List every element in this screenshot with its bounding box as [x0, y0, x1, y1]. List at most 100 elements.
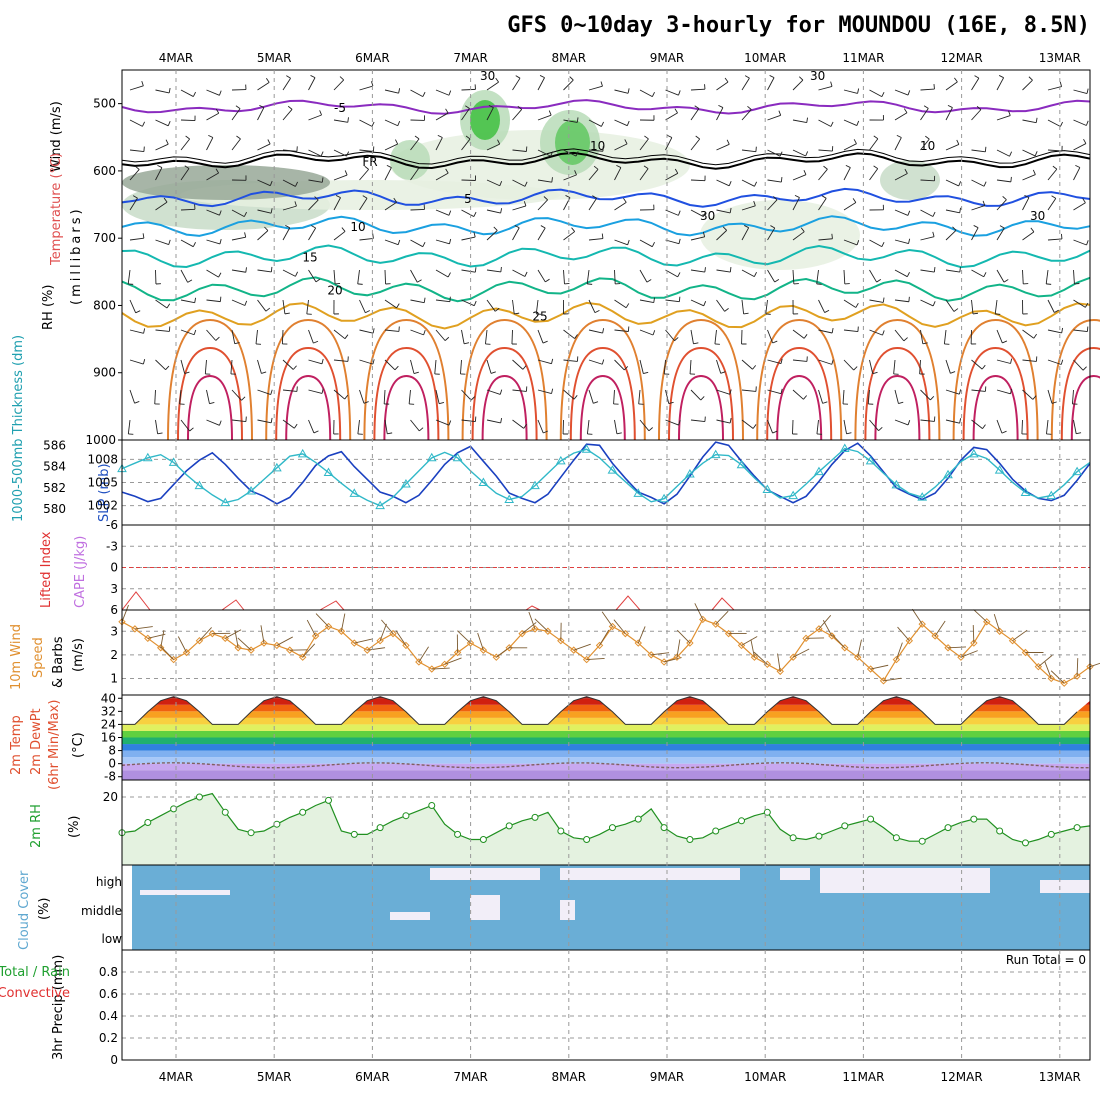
lifted-index-label: Lifted Index — [39, 531, 54, 608]
cape-label: CAPE (J/kg) — [73, 536, 88, 608]
wind-barb — [384, 359, 396, 371]
wind-barb-flag — [270, 266, 273, 272]
wind-barb — [257, 81, 270, 91]
wind-barb — [384, 201, 397, 211]
wind-barb — [359, 389, 365, 404]
wind10m-panel: 10m Wind Speed & Barbs (m/s) 1 2 3 — [9, 603, 1100, 690]
wind-barb — [282, 205, 297, 211]
wind-speed-marker — [905, 636, 914, 645]
slp-marker — [323, 467, 334, 476]
wind-barb — [843, 329, 858, 332]
surface-wind-barb — [418, 646, 429, 663]
wind-barb-flag — [1059, 81, 1063, 87]
wind-speed-marker — [711, 620, 720, 628]
wind-barb-flag — [543, 430, 548, 434]
wind-barb — [512, 109, 523, 121]
wind-barb — [257, 299, 267, 312]
surface-wind-barb — [895, 642, 903, 660]
wind-speed-marker — [505, 644, 513, 652]
wind-barb — [894, 389, 899, 404]
wind-barb — [512, 227, 520, 241]
wind-barb-flag — [959, 207, 962, 213]
wind-barb-flag — [448, 210, 452, 216]
wind-barb — [919, 359, 921, 375]
wind-barb-flag — [163, 197, 168, 203]
wind-barb — [818, 299, 826, 313]
slp-marker — [607, 465, 618, 474]
wind-barb — [588, 149, 603, 152]
wind-barb — [384, 167, 392, 181]
wind-speed-marker — [686, 639, 694, 647]
wind-barb-flag — [497, 139, 501, 145]
cape-tick-label: -3 — [106, 539, 118, 553]
wind-barb-flag — [574, 334, 578, 339]
wind-barb-flag — [644, 135, 649, 140]
wind-barb — [843, 202, 857, 211]
wind-barb-flag — [494, 307, 500, 312]
wind-barb-flag — [674, 108, 678, 114]
wind-speed-label: Speed — [31, 637, 46, 678]
thickness-line — [121, 441, 1091, 505]
wind-speed-marker — [131, 625, 139, 633]
wind-barb — [435, 89, 450, 96]
warm-isotherm-arc — [1050, 318, 1100, 441]
wind-barb — [127, 419, 131, 434]
wind-barb — [996, 77, 1005, 91]
temp-tick-label: -8 — [104, 770, 116, 784]
wind-barb — [920, 236, 935, 241]
wind-barb-flag — [703, 301, 707, 306]
wind-barb — [512, 359, 524, 370]
wind-barb-flag — [185, 135, 190, 140]
wind-barb — [741, 419, 754, 429]
wind-barb — [206, 239, 221, 245]
temp-band — [122, 770, 1090, 780]
slp-marker — [530, 480, 540, 490]
wind-barb — [996, 179, 1011, 183]
wind-barb — [1047, 119, 1061, 127]
date-axis-bottom: 4MAR 5MAR 6MAR 7MAR 8MAR 9MAR 10MAR 11MAR 12MAR 1… — [159, 1070, 1081, 1084]
wind-barb-flag — [947, 104, 953, 108]
wind-barb-flag — [209, 402, 215, 405]
wind-barb-flag — [157, 432, 163, 435]
wind-barb — [945, 299, 955, 312]
rh-marker — [1073, 824, 1081, 832]
wind-barb-flag — [437, 134, 443, 138]
wind-barb — [282, 389, 297, 392]
wind-barb-flag — [539, 75, 545, 79]
slp-marker — [814, 466, 824, 476]
wind-barb — [231, 209, 245, 218]
warm-isotherm-arc — [972, 374, 1019, 441]
wind-barb — [792, 119, 807, 124]
wind-barb — [512, 269, 526, 277]
wind-barb — [486, 81, 499, 91]
isotherm-label: 5 — [464, 192, 472, 206]
rh-marker — [350, 830, 358, 838]
wind-barb — [206, 329, 217, 341]
rh-marker — [583, 836, 591, 843]
wind-barb — [867, 389, 870, 404]
wind-barb — [461, 108, 470, 121]
slp-marker — [994, 465, 1005, 474]
wind-barb — [639, 239, 653, 248]
wind-speed-marker — [853, 653, 862, 661]
wind-barb — [486, 269, 501, 273]
wind-barb — [843, 269, 846, 285]
wind-speed-marker — [363, 646, 371, 654]
wind-barb — [1045, 269, 1049, 284]
surface-wind-barb — [792, 648, 810, 658]
rh-marker — [299, 808, 307, 816]
wind-barb — [638, 389, 641, 404]
surface-wind-barb — [741, 636, 758, 646]
slp-marker — [1046, 490, 1057, 500]
wind-speed-marker — [931, 632, 939, 640]
wind-barb — [792, 149, 806, 157]
wind-barb — [154, 389, 156, 405]
surface-wind-barb — [1044, 661, 1052, 679]
wind-barb — [180, 299, 195, 304]
wind-barb — [486, 209, 501, 214]
surface-wind-barb — [199, 627, 212, 641]
wind-barb — [767, 199, 778, 211]
cape-spike — [221, 599, 245, 611]
wind-barb-flag — [313, 430, 319, 434]
temp-band — [122, 730, 1090, 738]
